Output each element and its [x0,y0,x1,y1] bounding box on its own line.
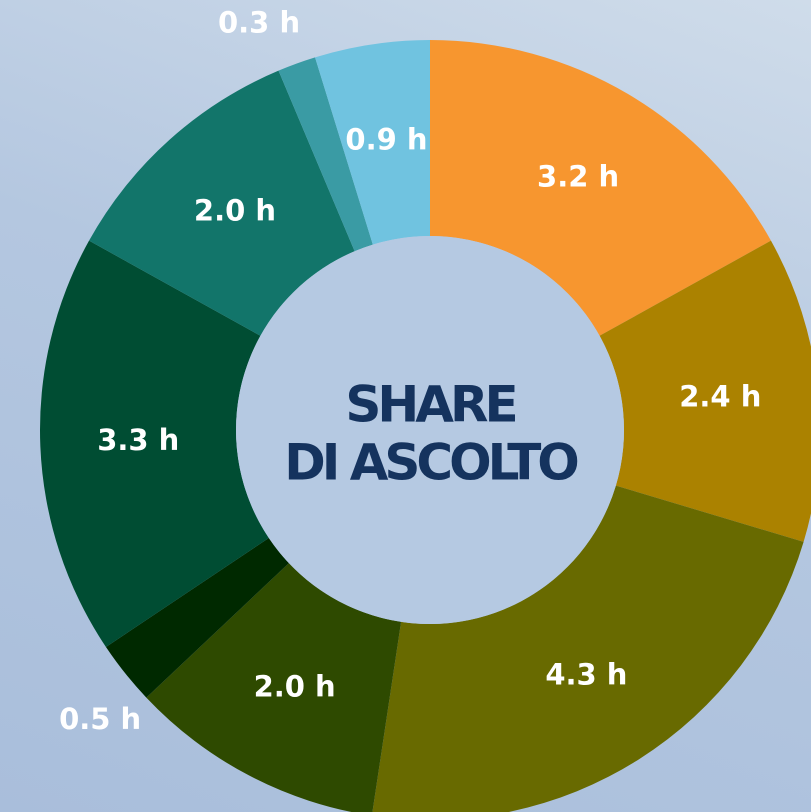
slice [39,240,269,648]
value-label: 3.2 h [537,159,619,193]
value-label: 2.4 h [679,380,761,414]
center-title: SHARE [345,376,515,434]
slice [105,537,289,698]
value-label: 0.9 h [345,122,427,156]
slice [599,240,811,542]
value-label: 0.5 h [59,702,141,736]
value-label: 4.3 h [545,658,627,692]
slice [146,563,402,812]
slice [372,485,804,812]
slice [430,40,771,336]
donut-hole [236,236,624,624]
value-label: 3.3 h [97,423,179,457]
center-title: DI ASCOLTO [284,434,577,492]
slice [278,57,373,252]
slice [89,70,355,336]
slice [315,40,430,245]
slices [39,40,811,812]
value-label: 0.3 h [218,6,300,40]
value-label: 2.0 h [254,670,336,704]
value-label: 2.0 h [194,194,276,228]
